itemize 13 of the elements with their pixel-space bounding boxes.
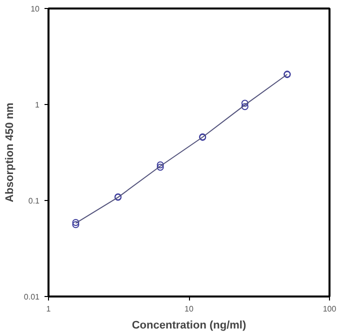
point	[156, 161, 164, 168]
y-tick-label: 1	[35, 100, 40, 110]
y-tick-label: 10	[30, 4, 40, 14]
x-tick-label: 10	[184, 304, 194, 314]
y-tick-label: 0.01	[24, 292, 40, 302]
point	[241, 100, 248, 107]
x-axis-title: Concentration (ng/ml)	[132, 320, 246, 332]
line-series	[75, 74, 288, 224]
y-axis-title: Absorption 450 nm	[4, 102, 16, 202]
x-tick-label: 100	[322, 304, 337, 314]
point	[72, 219, 80, 226]
x-tick-label: 1	[46, 304, 52, 314]
y-tick-label: 0.1	[28, 196, 40, 206]
